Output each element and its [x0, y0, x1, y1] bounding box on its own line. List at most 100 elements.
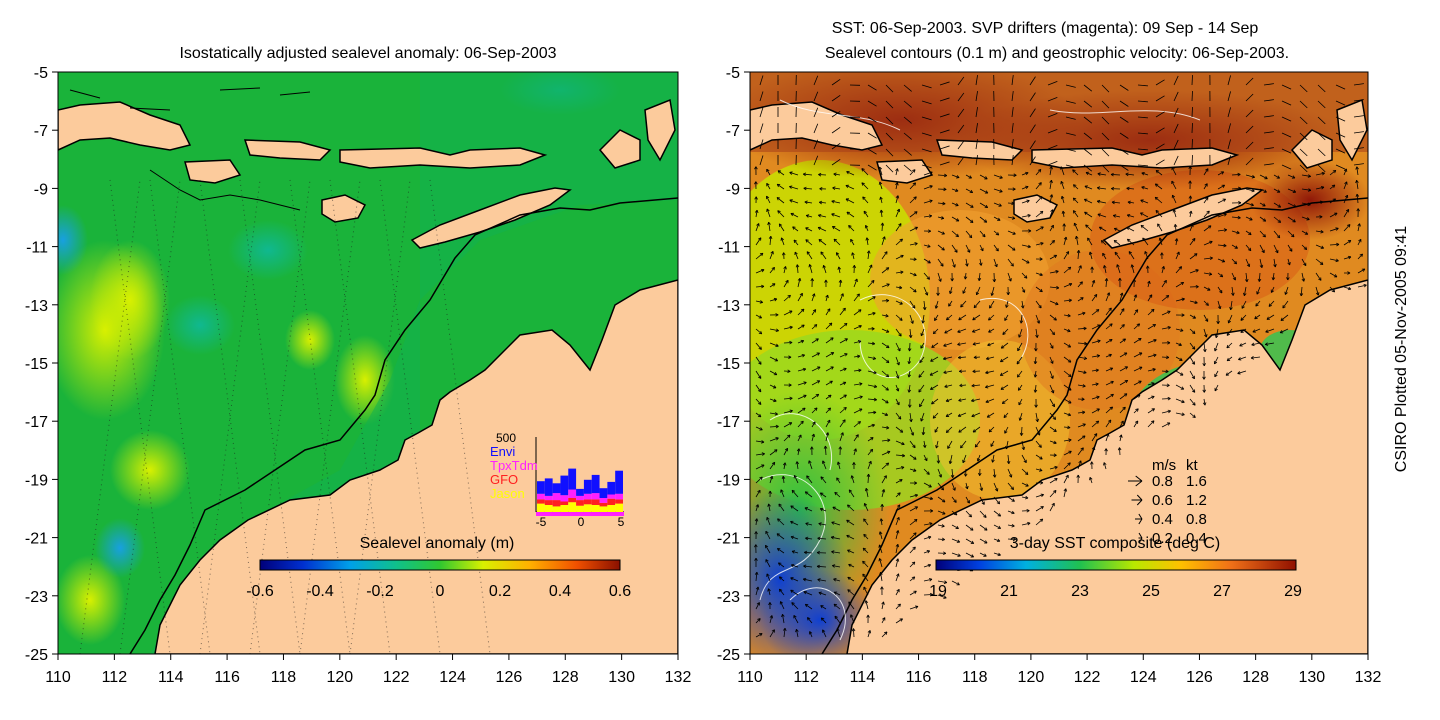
inset-bars	[537, 468, 623, 512]
x-tick-label: 120	[326, 669, 353, 686]
x-tick-label: 126	[496, 669, 523, 686]
y-tick-label: -7	[726, 123, 740, 140]
y-tick-label: -15	[717, 356, 740, 373]
speed-legend-ms: 0.8	[1152, 473, 1173, 490]
y-tick-label: -23	[717, 589, 740, 606]
inset-bar-segment	[607, 494, 616, 499]
y-tick-label: -25	[717, 647, 740, 664]
colorbar-tick-label: 21	[1000, 583, 1018, 600]
right-map-area	[750, 72, 1368, 654]
y-tick-label: -11	[718, 240, 740, 257]
left-colorbar	[259, 559, 621, 571]
inset-bar-segment	[583, 504, 592, 512]
colorbar-tick-label: -0.4	[306, 583, 334, 600]
inset-legend-item: Jason	[490, 486, 525, 501]
x-tick-label: 126	[1186, 669, 1213, 686]
inset-bar-segment	[537, 499, 545, 504]
x-tick-label: 114	[850, 669, 876, 686]
inset-bar-segment	[607, 481, 616, 495]
inset-bar-segment	[591, 474, 600, 494]
speed-legend-kt: 1.2	[1186, 492, 1207, 509]
inset-legend-item: Envi	[490, 444, 515, 459]
right-colorbar-label: 3-day SST composite (deg C)	[1010, 535, 1220, 552]
colorbar-tick-label: 29	[1284, 583, 1302, 600]
right-x-axis: 110 112 114 116 118 120 122 124 126 128 130 132	[737, 654, 1381, 686]
inset-bar-segment	[607, 505, 616, 512]
inset-bar-segment	[583, 493, 592, 500]
inset-bar-segment	[552, 493, 561, 501]
inset-bar-segment	[576, 488, 584, 496]
inset-x-ticks: -5 0 5	[536, 515, 625, 529]
left-y-axis: -5 -7 -9 -11 -13 -15 -17 -19 -21 -23 -25	[25, 65, 58, 664]
colorbar-tick-label: 0.2	[489, 583, 511, 600]
inset-bar-segment	[560, 505, 569, 512]
x-tick-label: 132	[665, 669, 692, 686]
x-tick-label: 122	[383, 669, 410, 686]
inset-bar-segment	[537, 503, 545, 512]
inset-bar-segment	[568, 498, 577, 503]
inset-x-tick-label: -5	[536, 515, 547, 529]
speed-legend-ms: 0.4	[1152, 511, 1173, 528]
inset-bar-segment	[576, 505, 584, 512]
inset-legend-item: TpxTdm	[490, 458, 538, 473]
inset-bar-segment	[560, 475, 569, 496]
y-tick-label: -21	[25, 531, 48, 548]
timor-land	[410, 187, 572, 249]
inset-bar-segment	[537, 481, 545, 494]
speed-legend-kt: 0.4	[1186, 530, 1207, 547]
colorbar-tick-label: -0.6	[246, 583, 274, 600]
speed-legend-ms-header: m/s	[1152, 457, 1176, 474]
y-tick-label: -9	[726, 181, 740, 198]
inset-bar-segment	[576, 500, 584, 506]
colorbar-tick-label: 0.6	[609, 583, 631, 600]
y-tick-label: -19	[717, 472, 740, 489]
inset-bar-segment	[591, 493, 600, 500]
y-tick-label: -7	[34, 123, 48, 140]
x-tick-label: 110	[737, 669, 763, 686]
inset-bar-segment	[615, 503, 623, 512]
x-tick-label: 130	[608, 669, 635, 686]
speed-legend-ms: 0.6	[1152, 492, 1173, 509]
x-tick-label: 124	[1130, 669, 1157, 686]
x-tick-label: 128	[1242, 669, 1269, 686]
inset-bar-segment	[576, 495, 584, 501]
speed-legend: m/s kt 0.8 1.6 0.6 1.2 0.4 0.8 0.2 0.4	[1128, 457, 1207, 547]
inset-bar-segment	[544, 505, 553, 512]
inset-bar-segment	[591, 499, 600, 505]
y-tick-label: -17	[25, 414, 48, 431]
inset-bar-segment	[615, 470, 623, 494]
x-tick-label: 114	[158, 669, 184, 686]
x-tick-label: 132	[1355, 669, 1382, 686]
inset-bar-segment	[599, 498, 608, 503]
inset-bar-segment	[615, 493, 623, 500]
colorbar-tick-label: 19	[929, 583, 947, 600]
left-colorbar-ticks: -0.6 -0.4 -0.2 0 0.2 0.4 0.6	[246, 583, 631, 600]
right-colorbar	[935, 559, 1297, 571]
inset-bar-segment	[560, 495, 569, 502]
y-tick-label: -13	[717, 298, 740, 315]
inset-bar-segment	[560, 501, 569, 505]
shelf-contour-right	[821, 197, 1368, 654]
x-tick-label: 112	[793, 669, 819, 686]
left-x-axis: 110 112 114 116 118 120 122 124 126 128 130 132	[45, 654, 691, 686]
inset-bar-segment	[544, 500, 553, 505]
colorbar-tick-label: 23	[1071, 583, 1089, 600]
colorbar-tick-label: -0.2	[366, 583, 394, 600]
right-colorbar-ticks: 19 21 23 25 27 29	[929, 583, 1302, 600]
colorbar-tick-label: 27	[1213, 583, 1231, 600]
inset-bar-segment	[568, 502, 577, 512]
y-tick-label: -13	[25, 298, 48, 315]
x-tick-label: 116	[906, 669, 932, 686]
speed-legend-kt: 1.6	[1186, 473, 1207, 490]
inset-bar-segment	[599, 506, 608, 512]
left-map-title: Isostatically adjusted sealevel anomaly:…	[179, 45, 556, 62]
inset-x-tick-label: 0	[578, 515, 585, 529]
x-tick-label: 128	[552, 669, 579, 686]
inset-bar-segment	[544, 495, 553, 501]
inset-bar-segment	[552, 483, 561, 494]
geostrophic-velocity-vectors	[754, 74, 1367, 638]
y-tick-label: -15	[25, 356, 48, 373]
x-tick-label: 122	[1074, 669, 1101, 686]
